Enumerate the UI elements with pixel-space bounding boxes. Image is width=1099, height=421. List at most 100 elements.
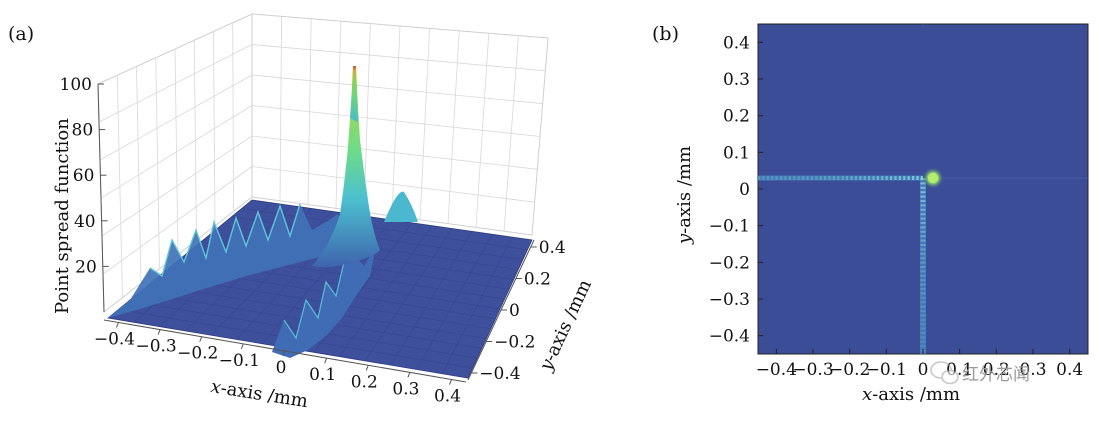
heatmap-streak-cell	[920, 186, 926, 189]
heatmap-streak-cell	[824, 176, 827, 180]
z-tick-label: 80	[72, 121, 94, 141]
x-tick-label: −0.3	[792, 360, 833, 380]
heatmap-streak-cell	[810, 176, 813, 180]
heatmap-streak-cell	[920, 261, 926, 264]
panel-a-box	[97, 13, 549, 314]
panel-a-label: (a)	[8, 23, 34, 45]
x-tick-label: 0.3	[392, 379, 419, 399]
panel-a-y-label-unit: -axis /mm	[540, 276, 596, 365]
x-tick-label: 0	[276, 358, 287, 378]
z-tick-label: 60	[73, 166, 95, 186]
heatmap-streak-cell	[876, 176, 879, 180]
heatmap-streak-cell	[920, 274, 926, 277]
x-tick-mark	[365, 365, 369, 371]
y-tick-label: −0.4	[479, 364, 520, 384]
heatmap-streak-cell	[890, 176, 893, 180]
heatmap-streak-cell	[920, 248, 926, 251]
x-tick-label: 0.4	[434, 387, 461, 407]
surface-vertical-ridge	[272, 246, 376, 358]
heatmap-streak-cell	[920, 195, 926, 198]
panel-a-y-label: y-axis /mm	[535, 276, 596, 375]
y-tick-label: 0.3	[723, 70, 750, 90]
x-tick-label: −0.3	[135, 337, 176, 357]
heatmap-streak-cell	[854, 176, 857, 180]
heatmap-vertical-streak	[920, 178, 926, 354]
x-tick-label: −0.4	[756, 360, 797, 380]
heatmap-streak-cell	[898, 176, 901, 180]
panel-b-x-label-var: x	[862, 384, 872, 405]
heatmap-streak-cell	[758, 176, 761, 180]
panel-a-y-axis: −0.4 −0.2 00.2 0.4	[467, 238, 566, 384]
heatmap-streak-cell	[846, 176, 849, 180]
heatmap-streak-cell	[771, 176, 774, 180]
heatmap-streak-cell	[920, 283, 926, 286]
heatmap-streak-cell	[920, 332, 926, 334]
heatmap-streak-cell	[828, 176, 831, 180]
y-tick-label: −0.2	[494, 333, 535, 353]
x-tick-mark	[240, 343, 244, 350]
heatmap-streak-cell	[815, 176, 818, 180]
heatmap-streak-cell	[920, 323, 926, 326]
heatmap-streak-cell	[920, 191, 926, 194]
heatmap-streak-cell	[920, 266, 926, 268]
heatmap-streak-cell	[819, 176, 822, 180]
heatmap-streak-cell	[920, 257, 926, 260]
heatmap-streak-cell	[920, 222, 926, 224]
heatmap-streak-cell	[916, 176, 919, 180]
heatmap-streak-cell	[920, 182, 926, 185]
x-tick-mark	[116, 322, 119, 328]
heatmap-streak-cell	[802, 176, 805, 180]
y-tick-label: 0	[739, 180, 750, 200]
surface-main-lobe	[312, 66, 380, 268]
heatmap-streak-cell	[894, 176, 897, 180]
x-tick-label: −0.1	[866, 360, 907, 380]
heatmap-streak-cell	[920, 345, 926, 348]
heatmap-streak-cell	[920, 301, 926, 304]
z-tick-label: 20	[75, 257, 97, 277]
heatmap-horizontal-streak	[758, 175, 923, 181]
heatmap-streak-cell	[837, 176, 840, 180]
heatmap-streak-cell	[872, 176, 875, 180]
x-tick-label: −0.1	[219, 351, 260, 371]
heatmap-streak-cell	[920, 270, 926, 273]
x-tick-label: 0.2	[983, 360, 1010, 380]
panel-a-x-axis: −0.4 −0.3 −0.2 −0.1 0 0.1 0.2 0.3 0.4	[94, 319, 467, 407]
heatmap-streak-cell	[903, 176, 906, 180]
panel-b-y-label-var: y	[674, 233, 695, 245]
heatmap-streak-cell	[780, 176, 783, 180]
y-tick-label: 0.2	[723, 107, 750, 127]
heatmap-streak-cell	[920, 239, 926, 242]
heatmap-streak-cell	[920, 213, 926, 216]
wechat-icon	[930, 361, 959, 385]
x-tick-label: 0.4	[1056, 360, 1083, 380]
heatmap-streak-cell	[912, 176, 915, 180]
heatmap-streak-cell	[907, 176, 910, 180]
heatmap-streak-cell	[793, 176, 796, 180]
watermark-text: 红外芯闻	[962, 365, 1030, 385]
surface-horizontal-ridge	[108, 203, 346, 318]
heatmap-streak-cell	[920, 327, 926, 330]
heatmap-streak-cell	[920, 310, 926, 312]
y-tick-label: 0	[509, 301, 520, 321]
y-tick-label: 0.4	[723, 33, 750, 53]
panel-b-x-label-unit: -axis /mm	[872, 384, 960, 405]
z-tick-label: 100	[60, 75, 92, 95]
x-tick-label: −0.2	[177, 344, 218, 364]
panel-b-x-label: x-axis /mm	[862, 384, 960, 405]
x-tick-label: −0.2	[829, 360, 870, 380]
heatmap-streak-cell	[920, 252, 926, 255]
x-tick-mark	[449, 379, 452, 385]
heatmap-streak-cell	[920, 292, 926, 295]
panel-b-x-ticks: −0.4−0.3−0.2−0.1 0 0.1 0.2 0.3 0.4	[756, 349, 1083, 380]
heatmap-streak-cell	[762, 176, 765, 180]
x-tick-mark	[324, 357, 328, 364]
heatmap-streak-cell	[797, 176, 800, 180]
heatmap-streak-cell	[775, 176, 778, 180]
x-tick-label: 0	[918, 360, 929, 380]
x-tick-label: 0.3	[1019, 360, 1046, 380]
x-tick-label: 0.1	[309, 365, 336, 385]
heatmap-streak-cell	[920, 288, 926, 290]
heatmap-streak-cell	[885, 176, 888, 180]
heatmap-streak-cell	[920, 318, 926, 321]
